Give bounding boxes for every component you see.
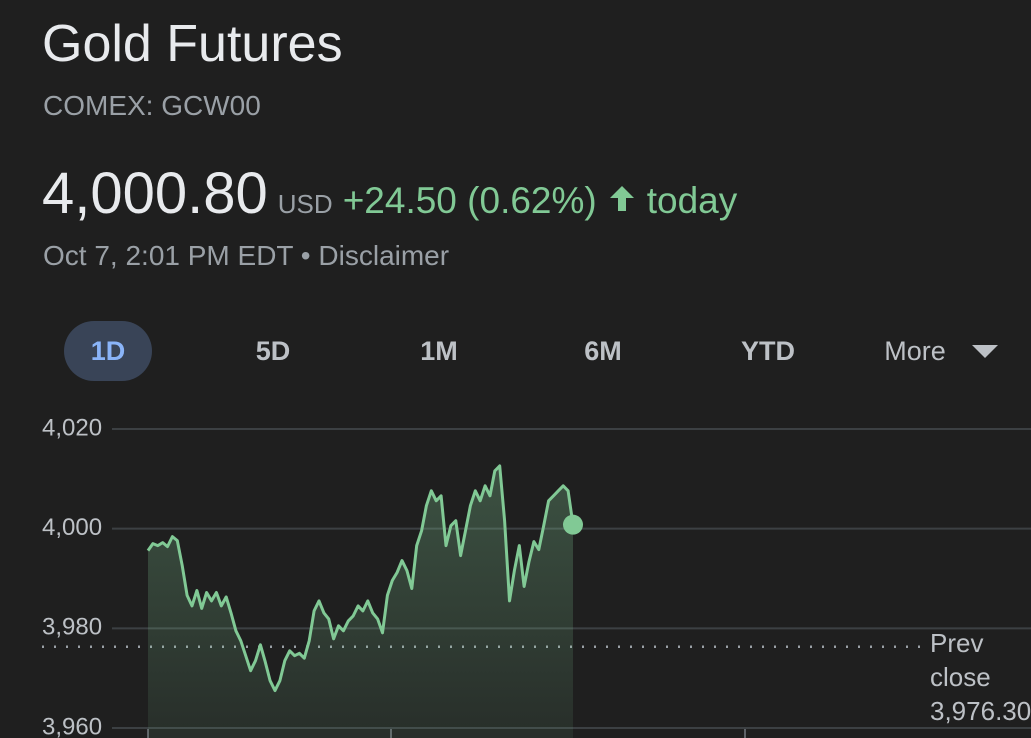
price-row: 4,000.80 USD +24.50 (0.62%) today xyxy=(42,160,737,227)
period: today xyxy=(646,180,738,221)
prev-close-text: Prev close xyxy=(930,628,991,692)
change: +24.50 (0.62%) xyxy=(342,180,597,221)
timestamp: Oct 7, 2:01 PM EDT xyxy=(43,240,294,271)
title: Gold Futures xyxy=(42,15,343,73)
more-tab[interactable]: More xyxy=(884,336,946,366)
up-arrow xyxy=(609,186,634,211)
range-tab[interactable]: 1D xyxy=(64,321,152,381)
y-tick-label: 3,980 xyxy=(42,614,102,641)
prev-close-label: Prev close 3,976.30 xyxy=(930,626,1031,728)
dropdown-icon xyxy=(972,345,998,358)
currency: USD xyxy=(277,189,333,219)
y-tick-label: 4,020 xyxy=(42,414,102,441)
subtitle: COMEX: GCW00 xyxy=(43,90,261,121)
area-fill xyxy=(148,465,573,738)
disclaimer-link[interactable]: Disclaimer xyxy=(318,240,450,271)
range-tab[interactable]: YTD xyxy=(741,336,795,366)
price: 4,000.80 xyxy=(42,161,268,226)
range-tab[interactable]: 1M xyxy=(420,336,458,366)
prev-close-value: 3,976.30 xyxy=(930,696,1031,726)
price-line xyxy=(146,464,575,693)
range-tab[interactable]: 6M xyxy=(584,336,622,366)
last-point xyxy=(563,514,583,535)
range-tab[interactable]: 5D xyxy=(255,336,291,366)
timestamp-row: Oct 7, 2:01 PM EDT • Disclaimer xyxy=(43,240,450,271)
y-tick-label: 3,960 xyxy=(42,713,102,738)
y-tick-label: 4,000 xyxy=(42,514,102,541)
